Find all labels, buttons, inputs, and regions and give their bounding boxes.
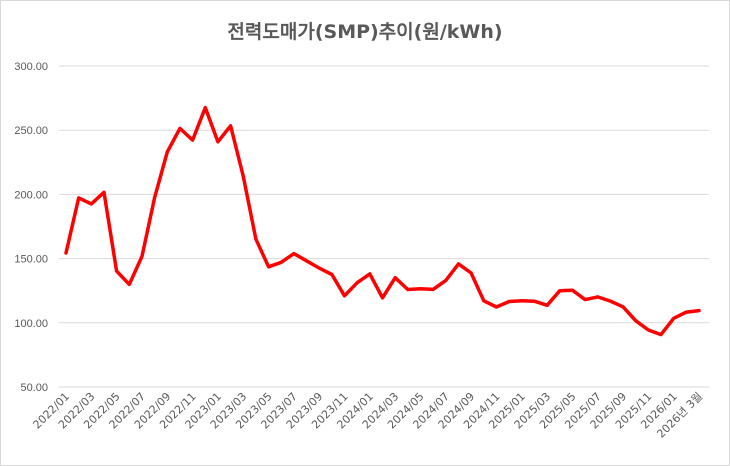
y-tick-label: 50.00	[20, 382, 48, 394]
series-group	[64, 105, 701, 337]
series-line-smp	[64, 105, 701, 337]
y-axis: 50.00 100.00 150.00 200.00 250.00 300.00	[14, 61, 48, 394]
x-axis: 2022/012022/032022/052022/072022/092022/…	[31, 390, 706, 441]
gridlines	[59, 65, 709, 388]
y-tick-label: 200.00	[14, 189, 48, 201]
y-tick-label: 250.00	[14, 125, 48, 137]
y-tick-label: 100.00	[14, 318, 48, 330]
y-tick-label: 150.00	[14, 254, 48, 266]
y-tick-label: 300.00	[14, 61, 48, 73]
chart-title: 전력도매가(SMP)추이(원/kWh)	[227, 21, 503, 43]
